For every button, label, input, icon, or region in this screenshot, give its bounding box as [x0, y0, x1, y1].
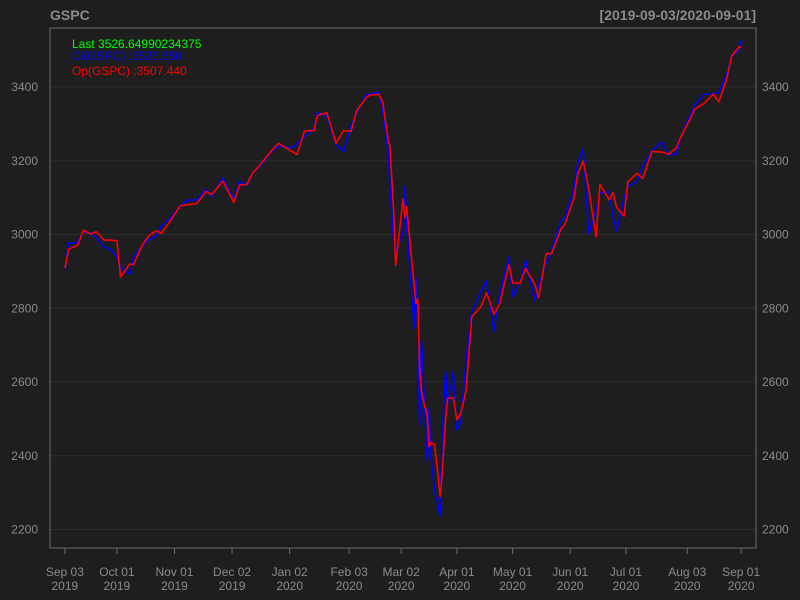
x-tick-label: Sep 01	[722, 565, 760, 579]
plot-frame	[49, 27, 757, 549]
x-tick-year-label: 2020	[444, 579, 471, 593]
y-tick-label-left: 3000	[11, 228, 38, 242]
y-tick-label-right: 3200	[762, 154, 789, 168]
x-tick-label: Jan 02	[272, 565, 308, 579]
y-tick-label-right: 2800	[762, 301, 789, 315]
x-tick-label: Aug 03	[668, 565, 706, 579]
y-tick-label-left: 2800	[11, 301, 38, 315]
x-tick-label: Nov 01	[155, 565, 193, 579]
x-tick-year-label: 2020	[388, 579, 415, 593]
x-tick-year-label: 2020	[336, 579, 363, 593]
legend: Last 3526.64990234375 Cl(GSPC) :3526.650…	[72, 37, 202, 78]
x-tick-year-label: 2020	[557, 579, 584, 593]
series-line-op	[64, 46, 742, 498]
x-tick-label: Mar 02	[382, 565, 420, 579]
legend-op: Op(GSPC) :3507.440	[72, 64, 187, 78]
x-tick-label: Sep 03	[46, 565, 84, 579]
legend-cl: Cl(GSPC) :3526.650	[72, 49, 182, 63]
x-tick-year-label: 2020	[728, 579, 755, 593]
legend-last: Last 3526.64990234375	[72, 37, 202, 51]
y-tick-label-right: 2400	[762, 449, 789, 463]
y-tick-label-left: 2200	[11, 523, 38, 537]
x-tick-year-label: 2019	[161, 579, 188, 593]
x-tick-label: Feb 03	[330, 565, 368, 579]
chart-title: GSPC	[50, 7, 90, 23]
axis-layer: 2200 2200 2400 2400 2600 2600 2800 2800 3000 3000…	[11, 80, 789, 593]
y-tick-label-right: 2600	[762, 375, 789, 389]
y-tick-label-right: 2200	[762, 523, 789, 537]
x-tick-label: Apr 01	[439, 565, 475, 579]
date-range-label: [2019-09-03/2020-09-01]	[600, 7, 756, 23]
x-tick-year-label: 2020	[499, 579, 526, 593]
y-tick-label-right: 3400	[762, 80, 789, 94]
x-tick-year-label: 2020	[613, 579, 640, 593]
x-tick-label: Dec 02	[213, 565, 251, 579]
x-tick-year-label: 2020	[276, 579, 303, 593]
y-tick-label-left: 2600	[11, 375, 38, 389]
x-tick-label: Jul 01	[610, 565, 642, 579]
x-tick-year-label: 2019	[219, 579, 246, 593]
x-tick-year-label: 2019	[52, 579, 79, 593]
y-tick-label-left: 3400	[11, 80, 38, 94]
x-tick-label: Oct 01	[99, 565, 135, 579]
y-tick-label-right: 3000	[762, 228, 789, 242]
x-tick-label: Jun 01	[552, 565, 588, 579]
y-tick-label-left: 3200	[11, 154, 38, 168]
x-tick-year-label: 2019	[104, 579, 131, 593]
x-tick-label: May 01	[493, 565, 533, 579]
x-tick-year-label: 2020	[674, 579, 701, 593]
y-tick-label-left: 2400	[11, 449, 38, 463]
series-layer	[64, 40, 742, 517]
